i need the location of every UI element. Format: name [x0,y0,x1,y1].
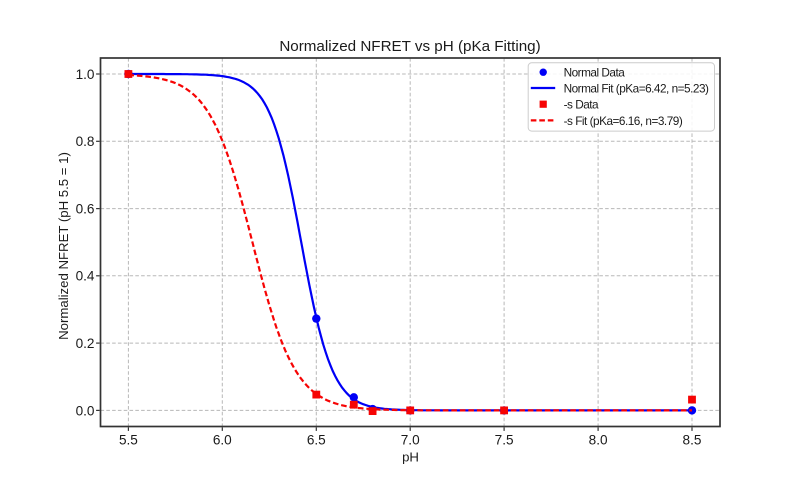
svg-text:5.5: 5.5 [119,433,138,448]
svg-text:Normalized NFRET (pH 5.5 = 1): Normalized NFRET (pH 5.5 = 1) [56,152,71,340]
svg-text:pH: pH [402,449,419,464]
svg-text:0.4: 0.4 [76,269,95,284]
svg-text:0.6: 0.6 [76,202,95,217]
svg-text:0.0: 0.0 [76,403,95,418]
svg-text:Normal Data: Normal Data [564,66,626,80]
svg-text:8.5: 8.5 [683,433,702,448]
svg-text:8.0: 8.0 [589,433,608,448]
svg-text:7.5: 7.5 [495,433,514,448]
svg-text:-s Fit (pKa=6.16, n=3.79): -s Fit (pKa=6.16, n=3.79) [564,114,683,128]
svg-text:6.5: 6.5 [307,433,326,448]
svg-text:7.0: 7.0 [401,433,420,448]
svg-text:Normal Fit (pKa=6.42, n=5.23): Normal Fit (pKa=6.42, n=5.23) [564,81,709,95]
svg-text:-s Data: -s Data [564,98,599,112]
svg-text:6.0: 6.0 [213,433,232,448]
svg-text:0.8: 0.8 [76,134,95,149]
svg-text:Normalized NFRET vs pH (pKa Fi: Normalized NFRET vs pH (pKa Fitting) [279,38,540,55]
svg-text:0.2: 0.2 [76,336,95,351]
svg-text:1.0: 1.0 [76,67,95,82]
